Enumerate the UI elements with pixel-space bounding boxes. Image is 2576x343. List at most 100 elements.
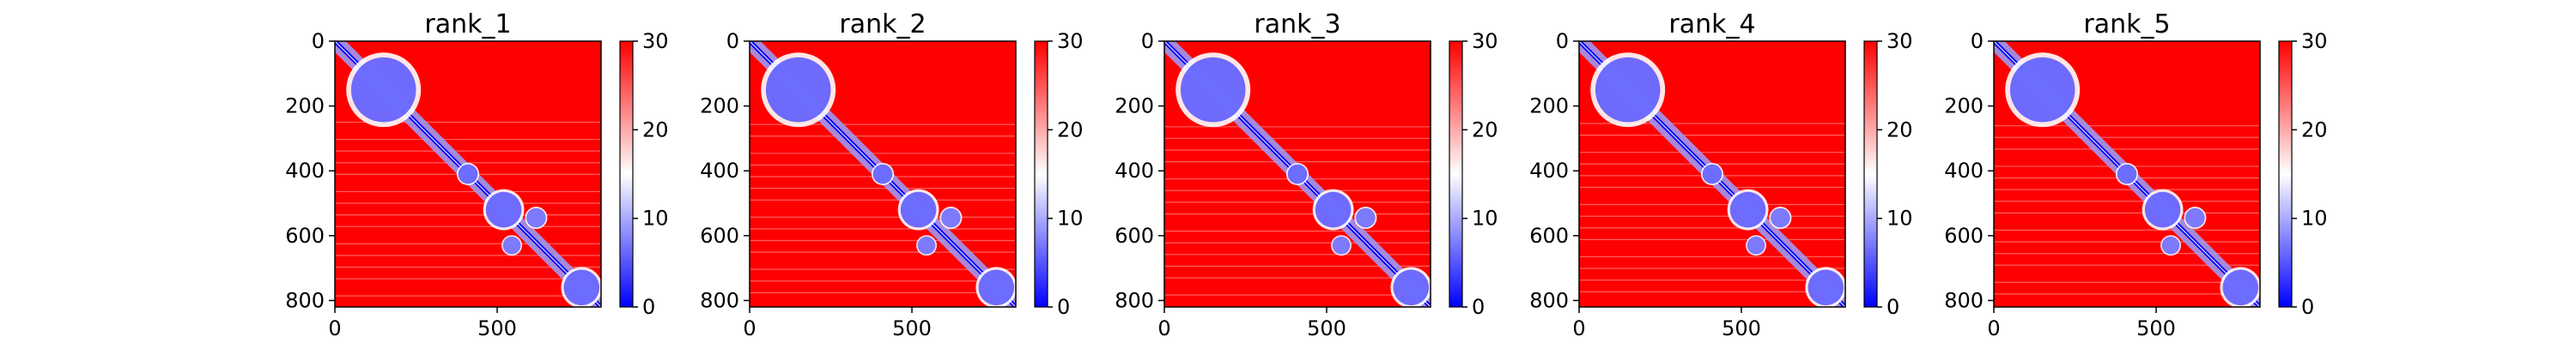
heatmap-image [1994, 41, 2260, 307]
blob [978, 269, 1015, 306]
x-tick-label: 500 [477, 316, 517, 340]
blob [1807, 269, 1844, 306]
colorbar-tick-label: 0 [642, 295, 655, 319]
blob [485, 191, 522, 228]
colorbar-tick-label: 10 [1057, 207, 1084, 231]
heatmap-image [1579, 41, 1845, 307]
y-tick-label: 800 [1529, 288, 1569, 312]
y-tick-label: 400 [700, 159, 739, 183]
panel-title: rank_2 [839, 9, 926, 39]
blob [1356, 208, 1376, 228]
y-tick-label: 600 [285, 224, 325, 248]
y-tick-label: 0 [1141, 29, 1154, 53]
y-tick-label: 400 [1529, 159, 1569, 183]
x-tick-label: 0 [743, 316, 756, 340]
y-tick-label: 200 [1529, 94, 1569, 118]
blob [872, 164, 893, 184]
blob [2117, 164, 2137, 184]
blob [2161, 236, 2180, 255]
colorbar-tick-label: 30 [1886, 29, 1913, 53]
blob [900, 191, 937, 228]
colorbar-tick-label: 20 [1886, 117, 1913, 141]
y-tick-label: 400 [1115, 159, 1154, 183]
blob [1393, 269, 1430, 306]
colorbar-tick-label: 20 [642, 117, 669, 141]
colorbar-tick-label: 20 [1057, 117, 1084, 141]
colorbar-tick-label: 0 [1057, 295, 1070, 319]
colorbar [1034, 40, 1048, 308]
colorbar-tick-label: 0 [2301, 295, 2314, 319]
y-tick-label: 600 [1944, 224, 1984, 248]
axes-frame [334, 40, 602, 308]
y-tick-label: 600 [1529, 224, 1569, 248]
colorbar-tick-label: 0 [1886, 295, 1899, 319]
colorbar [1863, 40, 1878, 308]
colorbar-tick-label: 30 [2301, 29, 2328, 53]
panel-title: rank_1 [424, 9, 511, 39]
blob [1180, 57, 1246, 123]
heatmap-image [1164, 41, 1431, 307]
colorbar-tick-label: 10 [2301, 207, 2328, 231]
blob [765, 57, 831, 123]
colorbar-tick-label: 10 [1886, 207, 1913, 231]
blob [1595, 57, 1661, 123]
y-tick-label: 800 [700, 288, 739, 312]
colorbar-tick-label: 10 [642, 207, 669, 231]
y-tick-label: 0 [1971, 29, 1984, 53]
blob [563, 269, 600, 306]
axes-frame [1163, 40, 1431, 308]
panel-title: rank_3 [1254, 9, 1340, 39]
blob [941, 208, 961, 228]
colorbar-tick-label: 10 [1472, 207, 1498, 231]
axes-frame [1578, 40, 1846, 308]
x-tick-label: 0 [1987, 316, 2000, 340]
blob [350, 57, 416, 123]
blob [502, 236, 521, 255]
blob [1702, 164, 1722, 184]
y-tick-label: 200 [700, 94, 739, 118]
x-tick-label: 500 [2136, 316, 2176, 340]
y-tick-label: 400 [1944, 159, 1984, 183]
blob [2185, 208, 2205, 228]
blob [2222, 269, 2259, 306]
y-tick-label: 800 [1944, 288, 1984, 312]
y-tick-label: 600 [1115, 224, 1154, 248]
x-tick-label: 0 [328, 316, 341, 340]
blob [2144, 191, 2181, 228]
x-tick-label: 0 [1157, 316, 1170, 340]
panel-title: rank_5 [2083, 9, 2170, 39]
panel-title: rank_4 [1668, 9, 1755, 39]
y-tick-label: 600 [700, 224, 739, 248]
y-tick-label: 200 [1944, 94, 1984, 118]
axes-frame [749, 40, 1017, 308]
y-tick-label: 0 [726, 29, 739, 53]
x-tick-label: 500 [1307, 316, 1346, 340]
blob [1315, 191, 1352, 228]
y-tick-label: 0 [312, 29, 325, 53]
colorbar-tick-label: 20 [1472, 117, 1498, 141]
blob [1747, 236, 1765, 255]
y-tick-label: 800 [1115, 288, 1154, 312]
colorbar-tick-label: 30 [1472, 29, 1498, 53]
y-tick-label: 200 [1115, 94, 1154, 118]
blob [917, 236, 936, 255]
blob [1332, 236, 1351, 255]
y-tick-label: 400 [285, 159, 325, 183]
heatmap-image [750, 41, 1016, 307]
blob [1729, 191, 1766, 228]
colorbar [1449, 40, 1463, 308]
colorbar [619, 40, 634, 308]
y-tick-label: 800 [285, 288, 325, 312]
heatmap-image [335, 41, 601, 307]
x-tick-label: 500 [1722, 316, 1761, 340]
blob [458, 164, 478, 184]
axes-frame [1993, 40, 2261, 308]
colorbar-tick-label: 20 [2301, 117, 2328, 141]
colorbar-tick-label: 30 [1057, 29, 1084, 53]
